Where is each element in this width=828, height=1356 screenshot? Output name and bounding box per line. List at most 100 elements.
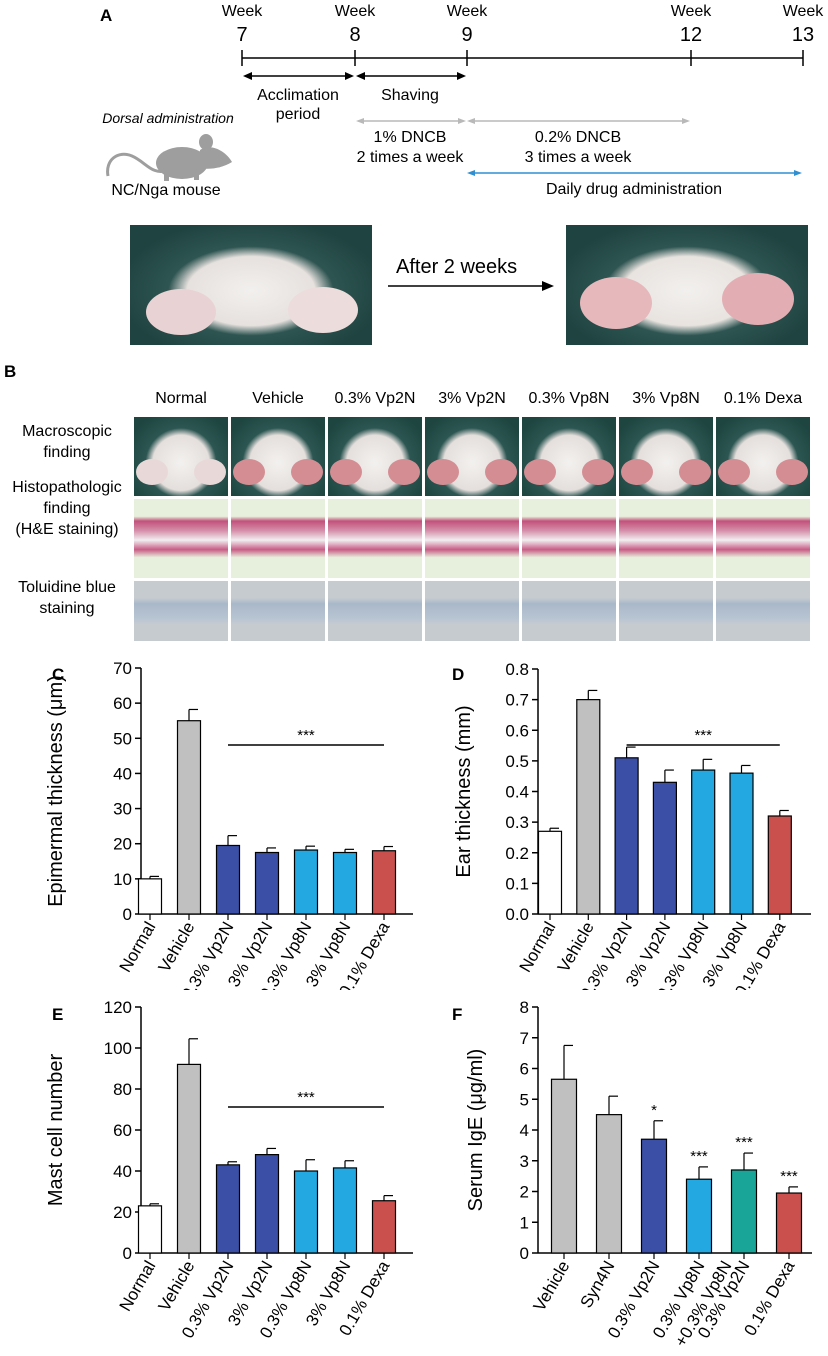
panel-b: B Normal Vehicle 0.3% Vp2N 3% Vp2N 0.3% Vp8N… <box>0 360 828 645</box>
bar <box>729 772 754 915</box>
week-ticks <box>241 50 804 66</box>
x-tick-label: Normal <box>516 919 560 976</box>
dncb-2-label-1: 0.2% DNCB <box>535 129 621 146</box>
bar <box>215 844 241 915</box>
bar <box>767 815 792 915</box>
week-word-9: Week <box>447 3 489 20</box>
y-tick-label: 10 <box>113 870 132 889</box>
y-tick-label: 120 <box>104 1000 132 1017</box>
y-tick-label: 2 <box>520 1183 529 1202</box>
bar <box>775 1192 803 1254</box>
timeline: Week Week Week Week Week 7 8 9 12 13 Acc… <box>102 3 824 199</box>
panel-a-label: A <box>100 6 113 25</box>
y-tick-label: 80 <box>113 1080 132 1099</box>
toluidine-stain-image <box>328 581 422 641</box>
y-tick-label: 40 <box>113 1162 132 1181</box>
significance-stars: * <box>651 1102 657 1119</box>
y-axis-label: Epimermal thickness (μm) <box>45 675 67 907</box>
y-tick-label: 0.7 <box>505 691 529 710</box>
x-tick-label: Vehicle <box>155 919 199 976</box>
week-number-7: 7 <box>236 24 247 46</box>
macroscopic-photo <box>425 417 519 496</box>
group-label: 0.1% Dexa <box>723 390 803 407</box>
group-label: 3% Vp8N <box>632 390 700 407</box>
bar <box>652 781 677 915</box>
panel-b-label: B <box>4 362 17 381</box>
significance-stars: *** <box>297 1089 315 1106</box>
mouse-photo-before <box>130 225 372 345</box>
bar <box>293 1170 319 1254</box>
drug-label: Daily drug administration <box>546 181 722 198</box>
chart-e: E 0 20 40 60 80 100 120 Mast cell number NormalVe… <box>45 1000 413 1341</box>
dncb-2-arrow <box>467 118 690 124</box>
he-stain-image <box>619 499 713 578</box>
macroscopic-photo <box>522 417 616 496</box>
week-word-8: Week <box>335 3 377 20</box>
he-stain-image <box>134 499 228 578</box>
group-label: 3% Vp2N <box>438 390 506 407</box>
macroscopic-photo <box>619 417 713 496</box>
mouse-photo-after <box>566 225 808 345</box>
bar <box>730 1169 758 1254</box>
week-word-12: Week <box>671 3 713 20</box>
macroscopic-photo <box>328 417 422 496</box>
bar <box>685 1178 713 1254</box>
after-arrow <box>388 281 554 291</box>
x-tick-label: Normal <box>116 919 160 976</box>
chart-d: D 0.0 0.1 0.2 0.3 0.4 0.5 0.6 0.7 0.8 Ear thicknes… <box>452 660 811 990</box>
bar <box>137 1205 163 1254</box>
bar <box>614 757 639 915</box>
x-tick-label: Vehicle <box>530 1258 574 1315</box>
group-label: Normal <box>155 390 207 407</box>
y-tick-label: 7 <box>520 1029 529 1048</box>
y-tick-label: 20 <box>113 1203 132 1222</box>
y-tick-label: 0.0 <box>505 905 529 924</box>
macroscopic-photo <box>134 417 228 496</box>
y-axis-label: Mast cell number <box>45 1054 67 1207</box>
week-number-9: 9 <box>461 24 472 46</box>
y-tick-label: 60 <box>113 694 132 713</box>
y-tick-label: 0 <box>123 1244 132 1263</box>
bar <box>176 1063 202 1254</box>
shaving-label: Shaving <box>381 87 439 104</box>
bar <box>640 1138 668 1254</box>
toluidine-stain-image <box>619 581 713 641</box>
toluidine-stain-image <box>716 581 810 641</box>
row-label: finding <box>43 444 91 461</box>
admin-label: Dorsal administration <box>102 110 234 126</box>
chart-c: C 0 10 20 30 40 50 60 70 Epimermal thickness (μm)… <box>45 660 413 990</box>
acclimation-arrow <box>243 72 354 80</box>
group-label: 0.3% Vp8N <box>528 390 610 407</box>
row-label: (H&E staining) <box>15 520 119 538</box>
he-stain-image <box>425 499 519 578</box>
week-number-12: 12 <box>680 24 702 46</box>
y-tick-label: 8 <box>520 1000 529 1017</box>
y-tick-label: 1 <box>520 1213 529 1232</box>
y-tick-label: 0 <box>123 905 132 924</box>
y-tick-label: 4 <box>520 1121 529 1140</box>
macroscopic-photo <box>716 417 810 496</box>
y-tick-label: 0.8 <box>505 660 529 679</box>
panel-label: E <box>52 1005 63 1024</box>
row-label: Macroscopic <box>22 423 112 440</box>
bar <box>137 878 163 915</box>
bar <box>293 849 319 915</box>
toluidine-stain-image <box>134 581 228 641</box>
macroscopic-photo <box>231 417 325 496</box>
mouse-label: NC/Nga mouse <box>111 182 220 199</box>
toluidine-stain-image <box>522 581 616 641</box>
x-tick-label: Vehicle <box>155 1258 199 1315</box>
y-tick-label: 0.1 <box>505 874 529 893</box>
panel-label: F <box>452 1005 462 1024</box>
dncb-2-label-2: 3 times a week <box>525 149 633 166</box>
panel-a: A Week Week Week Week Week 7 8 9 12 13 <box>0 0 828 360</box>
y-tick-label: 0.5 <box>505 752 529 771</box>
drug-arrow <box>467 170 802 176</box>
y-tick-label: 40 <box>113 764 132 783</box>
y-tick-label: 70 <box>113 660 132 678</box>
y-tick-label: 5 <box>520 1090 529 1109</box>
y-tick-label: 30 <box>113 800 132 819</box>
he-stain-image <box>522 499 616 578</box>
significance-stars: *** <box>297 727 315 744</box>
